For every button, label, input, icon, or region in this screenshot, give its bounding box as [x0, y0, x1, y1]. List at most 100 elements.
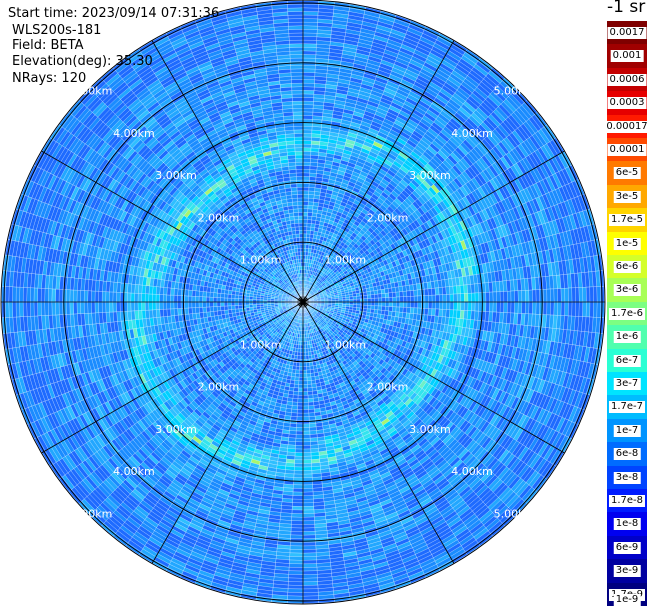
beta-cell [525, 301, 530, 314]
beta-cell [467, 293, 472, 303]
beta-cell [367, 298, 372, 303]
beta-cell [421, 295, 426, 303]
beta-cell [311, 216, 317, 221]
beta-cell [385, 301, 390, 307]
beta-cell [302, 240, 307, 245]
beta-cell [302, 244, 307, 249]
beta-cell [582, 301, 587, 317]
beta-cell [302, 111, 314, 116]
beta-cell [302, 204, 309, 209]
beta-cell [302, 129, 313, 134]
beta-cell [377, 305, 382, 311]
beta-cell [535, 289, 540, 303]
beta-cell [557, 288, 562, 303]
beta-cell [306, 237, 310, 242]
beta-cell [363, 298, 368, 303]
beta-cell [438, 308, 443, 317]
beta-cell [474, 301, 479, 312]
beta-cell [306, 366, 311, 371]
beta-cell [302, 219, 308, 224]
beta-cell [308, 190, 315, 196]
beta-cell [307, 387, 313, 392]
beta-cell [363, 295, 368, 299]
beta-cell [381, 293, 386, 299]
beta-cell [377, 309, 382, 315]
beta-cell [431, 294, 436, 303]
beta-cell [514, 301, 519, 314]
beta-cell [542, 301, 548, 315]
beta-cell [585, 301, 591, 318]
beta-cell [424, 295, 429, 303]
beta-cell [546, 288, 551, 303]
beta-cell [302, 36, 318, 41]
beta-cell [370, 294, 375, 299]
beta-cell [424, 301, 429, 309]
beta-cell [306, 376, 312, 381]
beta-cell [428, 301, 433, 309]
beta-cell [302, 104, 314, 109]
beta-cell [342, 297, 347, 301]
beta-cell [302, 179, 310, 184]
beta-cell [417, 307, 422, 315]
beta-cell [596, 286, 601, 303]
beta-cell [308, 187, 316, 192]
beta-cell [302, 201, 309, 206]
beta-cell [309, 426, 317, 432]
beta-cell [409, 307, 415, 314]
beta-cell [302, 176, 310, 181]
beta-cell [413, 301, 418, 309]
beta-cell [499, 301, 505, 313]
beta-cell [406, 301, 411, 308]
beta-cell [367, 305, 372, 310]
beta-cell [553, 288, 558, 303]
beta-cell [460, 301, 465, 311]
beta-cell [302, 161, 311, 166]
beta-cell [309, 176, 317, 181]
beta-cells [0, 0, 606, 605]
beta-cell [578, 287, 584, 303]
beta-cell [356, 301, 361, 306]
beta-cell [302, 47, 317, 52]
beta-cell [384, 310, 389, 316]
beta-cell [492, 291, 497, 303]
beta-cell [302, 65, 316, 70]
beta-cell [308, 408, 315, 414]
beta-cell [302, 90, 315, 95]
beta-cell [302, 79, 315, 84]
beta-cell [392, 306, 397, 312]
beta-cell [306, 233, 311, 238]
beta-cell [309, 361, 314, 367]
beta-cell [302, 226, 308, 231]
beta-cell [302, 237, 307, 242]
beta-cell [302, 97, 314, 102]
beta-cell [571, 287, 576, 303]
beta-cell [349, 296, 354, 300]
beta-cell [302, 68, 316, 73]
beta-cell [453, 301, 458, 311]
beta-cell [307, 394, 314, 399]
beta-cell [446, 301, 451, 310]
beta-cell [406, 296, 411, 303]
beta-cell [302, 183, 310, 188]
beta-cell [417, 301, 422, 309]
beta-cell [384, 288, 389, 294]
beta-cell [302, 54, 317, 59]
beta-cell [388, 306, 393, 312]
beta-cell [353, 299, 357, 303]
beta-cell [308, 197, 315, 203]
beta-cell [302, 230, 307, 235]
beta-cell [492, 301, 497, 313]
beta-cell [449, 301, 454, 311]
beta-cell [596, 301, 601, 318]
beta-cell [514, 290, 519, 303]
beta-cell [582, 287, 587, 303]
beta-cell [539, 301, 544, 315]
beta-cell [460, 293, 465, 303]
beta-cell [306, 380, 312, 385]
beta-cell [307, 212, 313, 217]
beta-cell [464, 293, 469, 303]
beta-cell [308, 416, 316, 421]
beta-cell [370, 305, 375, 310]
beta-cell [302, 172, 310, 177]
beta-cell [307, 398, 314, 403]
